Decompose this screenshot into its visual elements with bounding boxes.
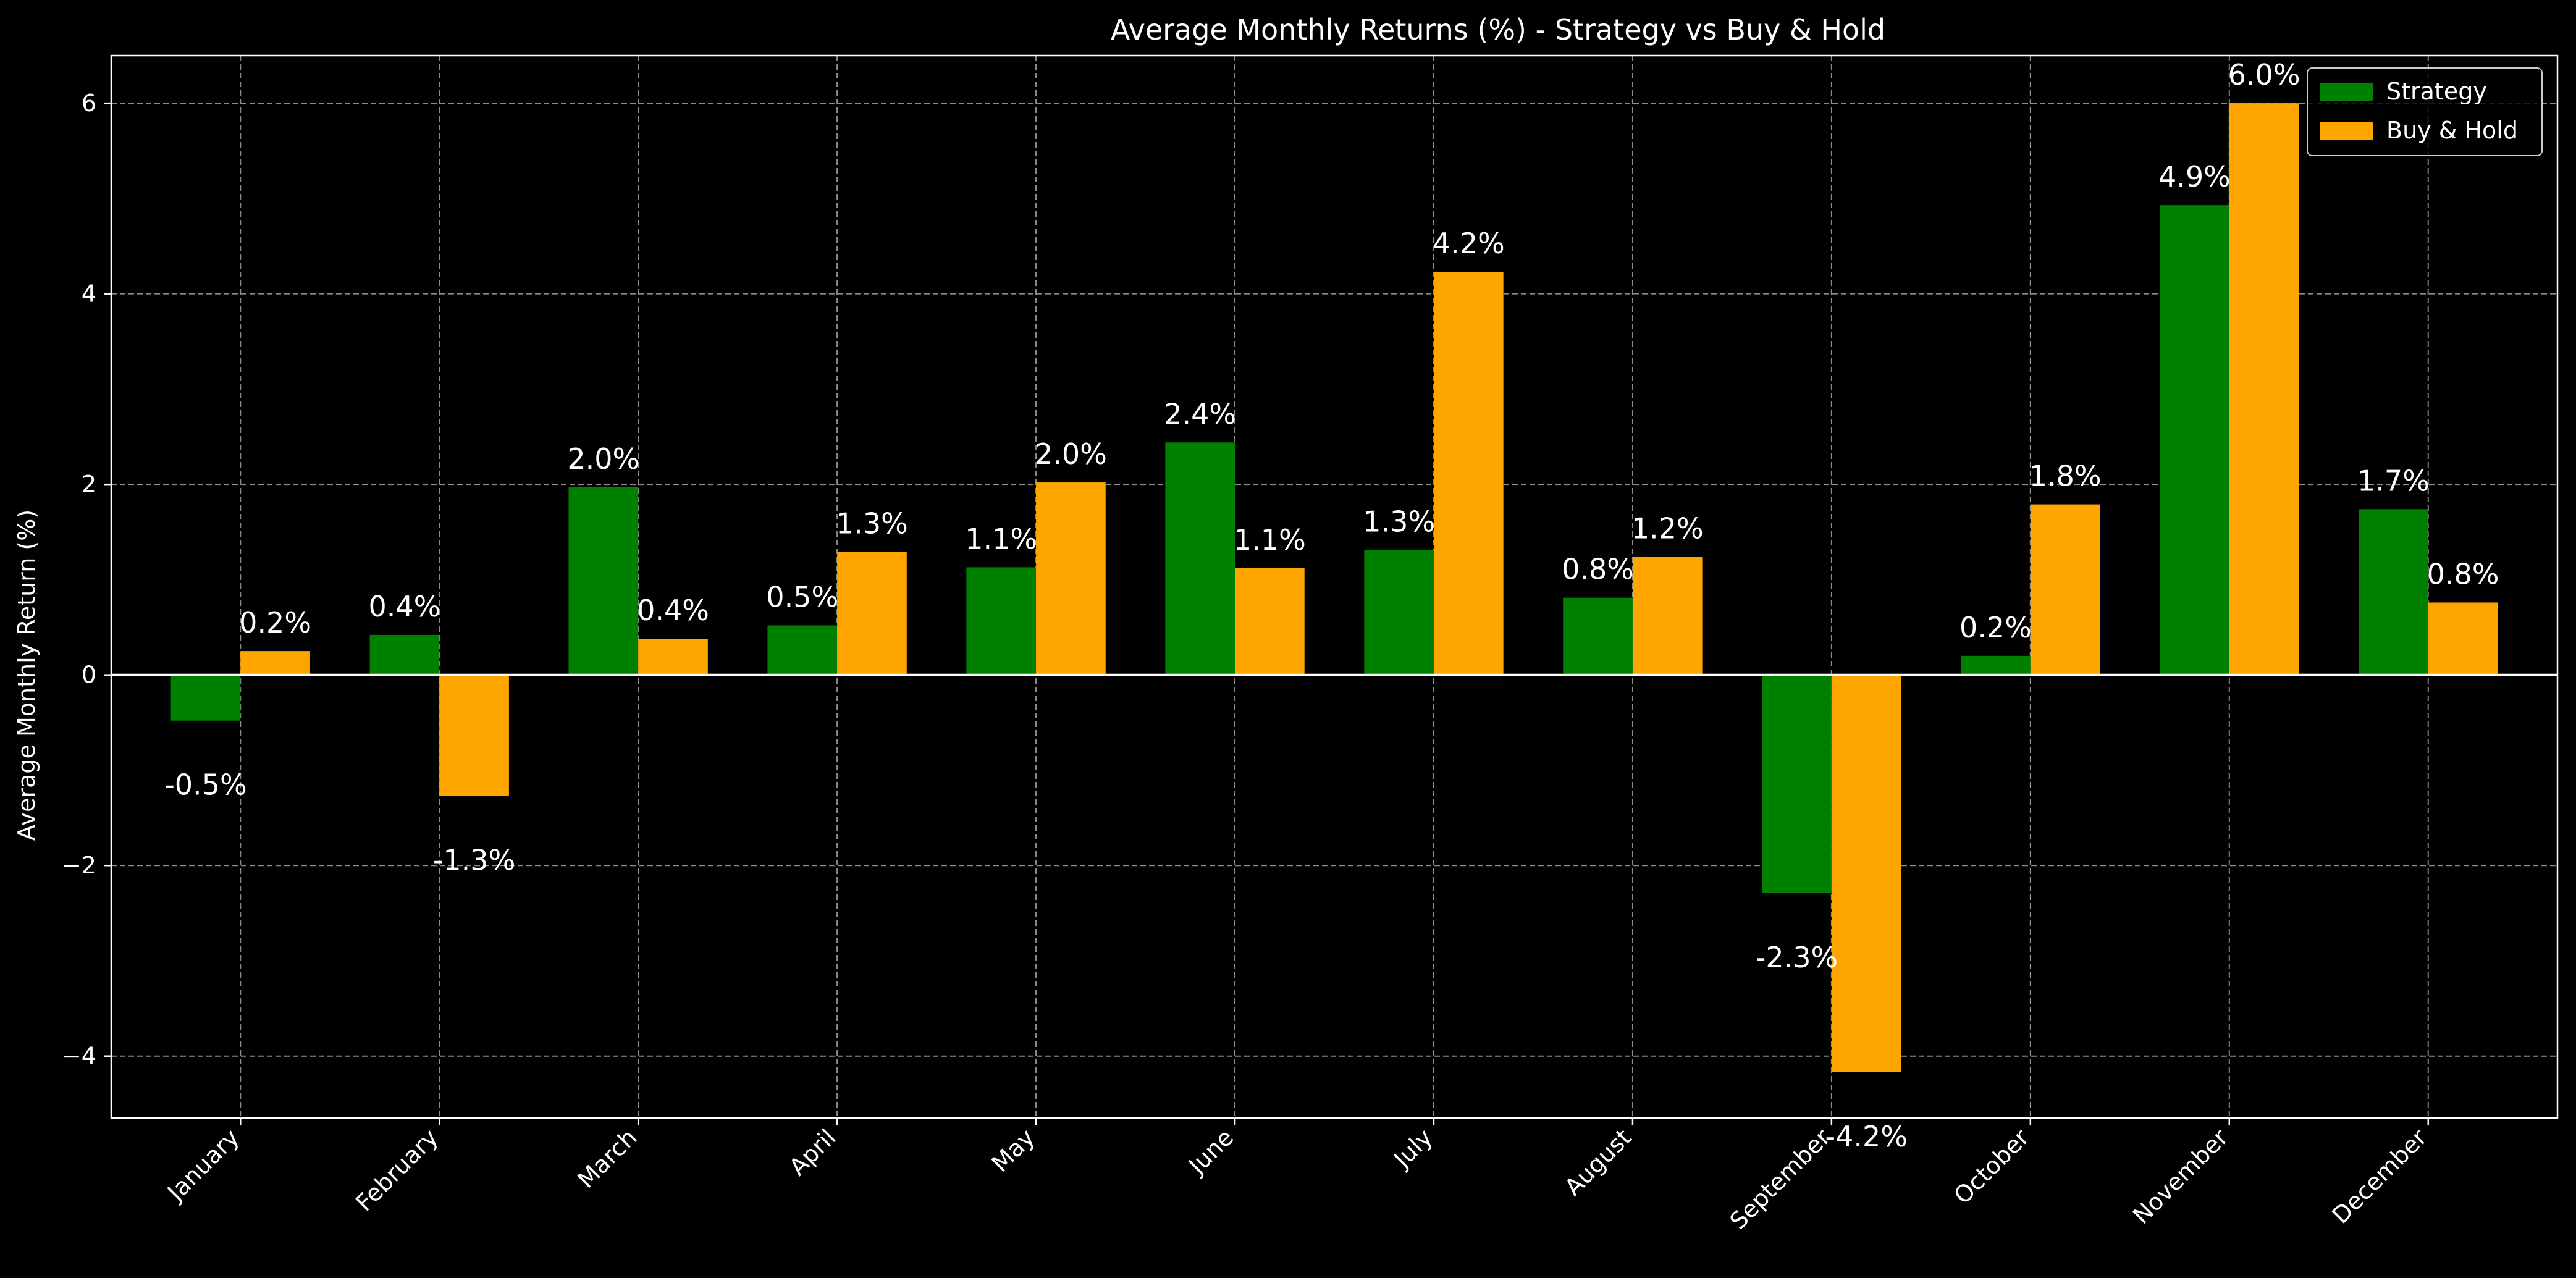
bar-value-label: -0.5% [164, 768, 246, 802]
bar-value-label: 0.2% [1959, 611, 2032, 644]
legend-label: Strategy [2386, 78, 2487, 105]
bar-value-label: 4.9% [2158, 160, 2231, 193]
bar-value-label: 2.0% [1035, 437, 1107, 471]
bars [170, 103, 2498, 1072]
y-tick-label: 4 [82, 280, 96, 308]
bar-value-label: 1.3% [1363, 505, 1435, 539]
strategy-bar [767, 625, 838, 675]
bar-value-label: 4.2% [1433, 227, 1505, 260]
legend-swatch [2320, 83, 2373, 101]
axes-frame [110, 54, 2559, 1119]
buy-hold-bar [2428, 602, 2498, 675]
bar-value-label: 0.5% [766, 580, 838, 613]
strategy-bar [2160, 205, 2229, 675]
legend-swatch [2320, 122, 2373, 140]
bar-value-label: 0.8% [2427, 557, 2499, 591]
y-tick-label: 2 [82, 471, 96, 498]
buy-hold-bar [1433, 272, 1504, 675]
buy-hold-bar [1831, 675, 1901, 1072]
y-tick-label: −4 [62, 1043, 96, 1070]
bar-value-label: 2.0% [567, 442, 639, 476]
bar-value-label: 0.2% [239, 606, 311, 639]
strategy-bar [966, 567, 1037, 675]
strategy-bar [1364, 550, 1434, 675]
bar-value-label: 1.3% [836, 507, 908, 540]
y-axis: −4 −2 0 2 4 6 [62, 90, 111, 1070]
strategy-bar [2359, 509, 2428, 675]
bar-value-label: 1.1% [1234, 523, 1306, 557]
strategy-bar [1563, 597, 1633, 675]
strategy-bar [170, 675, 241, 721]
buy-hold-bar [240, 651, 310, 675]
legend-label: Buy & Hold [2386, 117, 2518, 144]
buy-hold-bar [1632, 557, 1703, 675]
strategy-bar [1165, 442, 1235, 675]
legend: Strategy Buy & Hold [2307, 67, 2543, 156]
buy-hold-bar [439, 675, 509, 796]
buy-hold-bar [837, 552, 907, 675]
y-axis-label: Average Monthly Return (%) [13, 510, 40, 841]
bar-value-label: 1.7% [2357, 464, 2430, 497]
bar-value-label: 1.8% [2029, 460, 2102, 493]
y-tick-label: 0 [82, 662, 96, 689]
bar-value-label: 0.4% [637, 594, 709, 627]
bar-value-label: -1.3% [433, 844, 515, 877]
bar-value-label: 2.4% [1164, 397, 1236, 431]
buy-hold-bar [638, 639, 708, 675]
strategy-bar [369, 634, 440, 675]
bar-value-label: 1.2% [1631, 511, 1704, 545]
bar-value-label: 0.4% [368, 590, 440, 623]
bar-value-label: -2.3% [1756, 941, 1838, 974]
buy-hold-bar [2229, 103, 2299, 675]
chart-title: Average Monthly Returns (%) - Strategy v… [1111, 13, 1885, 46]
bar-value-label: 6.0% [2228, 58, 2300, 91]
strategy-bar [1762, 675, 1832, 893]
bar-value-label: 0.8% [1562, 553, 1634, 586]
plot-frame [110, 54, 2559, 1119]
buy-hold-bar [2030, 504, 2100, 675]
data-labels: -0.5% 0.4% 2.0% 0.5% 1.1% 2.4% 1.3% 0.8% -2.3% 0.… [164, 58, 2499, 1153]
bar-value-label: -4.2% [1825, 1120, 1907, 1153]
y-tick-label: −2 [62, 852, 96, 879]
bar-value-label: 1.1% [965, 522, 1037, 555]
y-tick-label: 6 [82, 90, 96, 117]
buy-hold-bar [1235, 568, 1305, 675]
strategy-bar [568, 487, 639, 675]
strategy-bar [1961, 655, 2031, 675]
buy-hold-bar [1036, 482, 1106, 675]
